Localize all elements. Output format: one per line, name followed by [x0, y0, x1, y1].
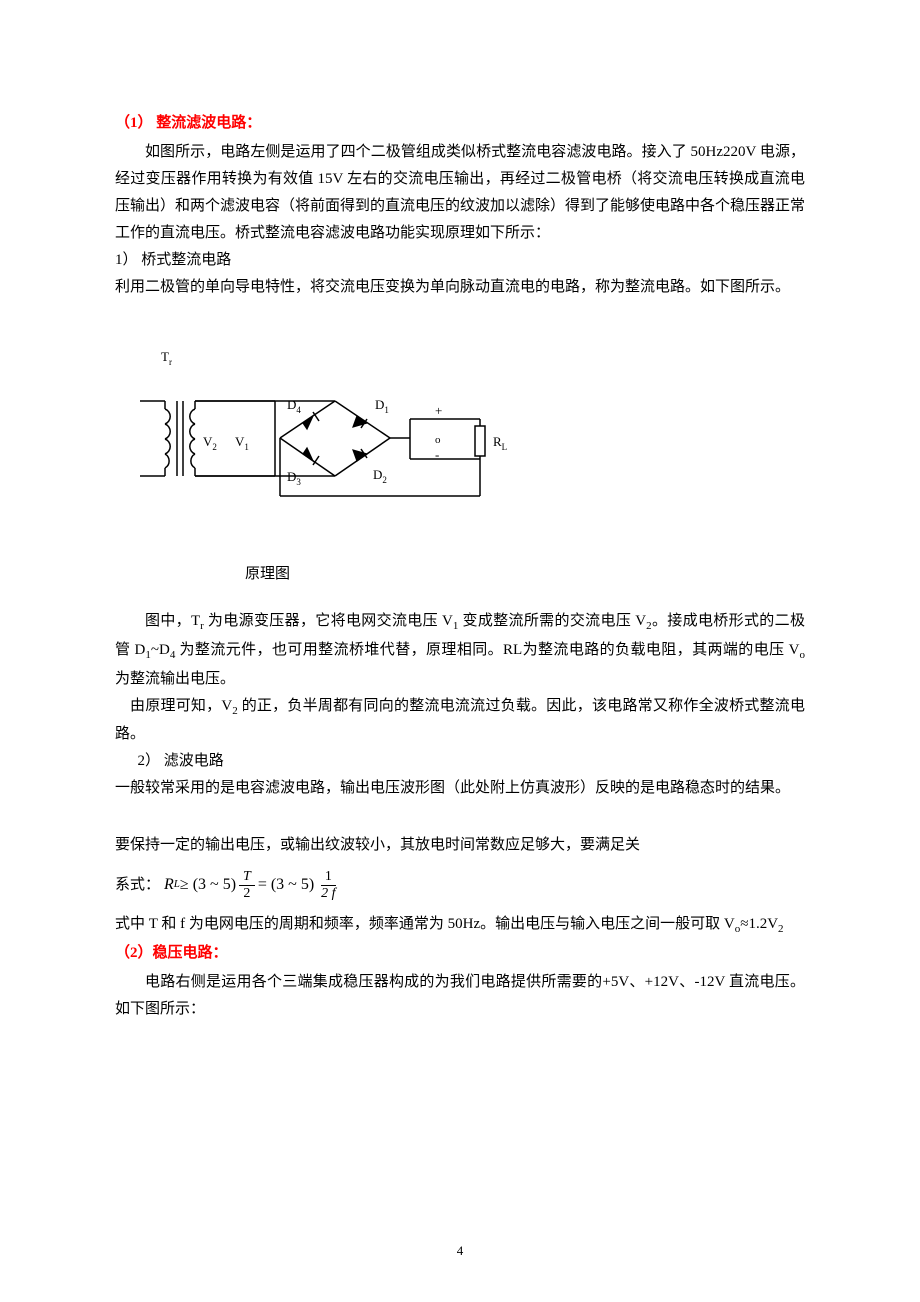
section1-para4-text: 要保持一定的输出电压，或输出纹波较小，其放电时间常数应足够大，要满足关 [115, 837, 640, 853]
page-number: 4 [0, 1239, 920, 1262]
formula: RL ≥ (3 ~ 5) T 2 = (3 ~ 5) 1 2 f [164, 869, 343, 901]
section2-para1-text: 电路右侧是运用各个三端集成稳压器构成的为我们电路提供所需要的+5V、+12V、-… [115, 974, 805, 1017]
sub2-para-text: 一般较常采用的是电容滤波电路，输出电压波形图（此处附上仿真波形）反映的是电路稳态… [115, 780, 790, 796]
formula-prefix: 系式： [115, 872, 160, 899]
label-d3: D3 [287, 469, 301, 487]
sub2-heading: 2） 滤波电路 [115, 748, 805, 775]
label-d2: D2 [373, 467, 387, 485]
circuit-diagram: Tr V2 V1 D1 D2 D3 D4 + o - RL [135, 331, 805, 531]
frac1: T 2 [239, 869, 255, 901]
sub1-para: 利用二极管的单向导电特性，将交流电压变换为单向脉动直流电的电路，称为整流电路。如… [115, 274, 805, 301]
diagram-caption: 原理图 [245, 561, 805, 588]
section1-para3: 由原理可知，V2 的正，负半周都有同向的整流电流流过负载。因此，该电路常又称作全… [115, 693, 805, 749]
label-tr: Tr [161, 349, 172, 367]
page-number-text: 4 [457, 1243, 464, 1258]
bridge-rectifier-svg: Tr V2 V1 D1 D2 D3 D4 + o - RL [135, 331, 515, 521]
frac2: 1 2 f [317, 869, 339, 901]
label-plus: + [435, 403, 442, 418]
label-v2: V2 [203, 434, 217, 452]
section2-heading-text: （2）稳压电路： [115, 945, 228, 961]
label-o: o [435, 434, 441, 446]
label-d4: D4 [287, 397, 301, 415]
formula-line: 系式： RL ≥ (3 ~ 5) T 2 = (3 ~ 5) 1 2 f [115, 869, 805, 901]
section1-heading: （1） 整流滤波电路： [115, 110, 805, 137]
section1-heading-text: （1） 整流滤波电路： [115, 115, 261, 131]
section2-para1: 电路右侧是运用各个三端集成稳压器构成的为我们电路提供所需要的+5V、+12V、-… [115, 969, 805, 1023]
sub1-heading-text: 1） 桥式整流电路 [115, 252, 231, 268]
label-d1: D1 [375, 397, 389, 415]
section1-para1-text: 如图所示，电路左侧是运用了四个二极管组成类似桥式整流电容滤波电路。接入了 50H… [115, 144, 805, 241]
sub2-para: 一般较常采用的是电容滤波电路，输出电压波形图（此处附上仿真波形）反映的是电路稳态… [115, 775, 805, 802]
diagram-caption-text: 原理图 [245, 566, 290, 582]
section1-para1: 如图所示，电路左侧是运用了四个二极管组成类似桥式整流电容滤波电路。接入了 50H… [115, 139, 805, 247]
sub1-heading: 1） 桥式整流电路 [115, 247, 805, 274]
sub1-para-text: 利用二极管的单向导电特性，将交流电压变换为单向脉动直流电的电路，称为整流电路。如… [115, 279, 790, 295]
label-v1: V1 [235, 434, 249, 452]
section1-para2: 图中，Tr 为电源变压器，它将电网交流电压 V1 变成整流所需的交流电压 V2。… [115, 608, 805, 693]
section1-para4: 要保持一定的输出电压，或输出纹波较小，其放电时间常数应足够大，要满足关 [115, 832, 805, 859]
spacer [115, 802, 805, 832]
label-rl: RL [493, 434, 507, 452]
section1-para5: 式中 T 和 f 为电网电压的周期和频率，频率通常为 50Hz。输出电压与输入电… [115, 911, 805, 940]
section2-heading: （2）稳压电路： [115, 940, 805, 967]
label-minus: - [435, 447, 439, 462]
sub2-heading-text: 2） 滤波电路 [138, 753, 224, 769]
